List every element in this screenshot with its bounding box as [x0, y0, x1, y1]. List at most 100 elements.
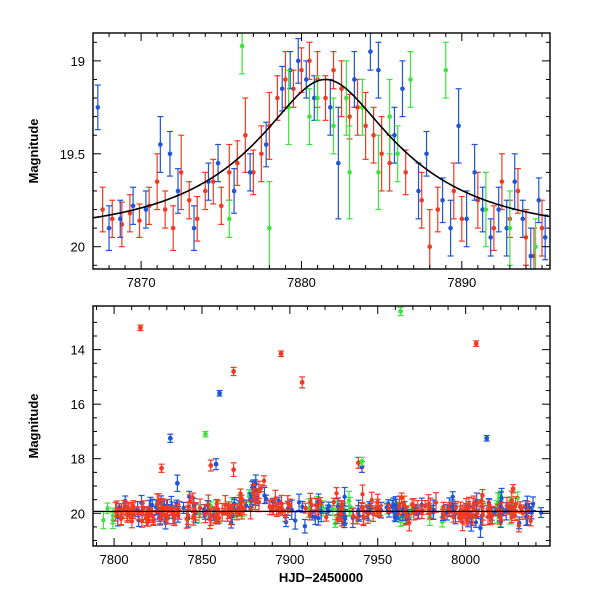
- full-y-axis-label: Magnitude: [26, 394, 41, 459]
- zoom-point-blue: [94, 84, 101, 131]
- full-point-red: [183, 508, 190, 529]
- full-outlier-red: [230, 462, 237, 478]
- zoom-point-blue: [415, 162, 422, 220]
- zoom-point-blue: [295, 37, 302, 84]
- zoom-point-blue: [106, 205, 113, 252]
- zoom-y-tick-label: 19: [71, 54, 85, 69]
- zoom-point-blue: [439, 177, 446, 224]
- zoom-point-blue: [535, 177, 542, 224]
- full-data-points: [100, 306, 544, 538]
- zoom-point-green: [306, 88, 313, 146]
- full-x-axis-label: HJD−2450000: [279, 570, 363, 585]
- full-outlier-red: [207, 459, 214, 472]
- full-point-red: [237, 488, 244, 499]
- zoom-point-red: [378, 116, 385, 192]
- zoom-point-red: [194, 195, 201, 242]
- full-outlier-blue: [174, 474, 181, 493]
- full-outlier-red: [473, 340, 480, 347]
- zoom-point-red: [322, 75, 329, 121]
- zoom-point-green: [239, 33, 246, 75]
- full-point-red: [118, 512, 125, 526]
- zoom-point-green: [343, 60, 350, 136]
- zoom-point-blue: [375, 41, 382, 99]
- full-point-red: [508, 490, 515, 511]
- full-point-red: [213, 498, 220, 509]
- full-point-red: [359, 484, 366, 505]
- zoom-point-blue: [117, 199, 124, 239]
- full-outlier-red: [230, 366, 237, 377]
- full-axis-ticks: 7800 7850 7900 7950 8000 14 16 18 20: [71, 306, 550, 567]
- full-point-red: [368, 491, 375, 509]
- full-point-red: [432, 492, 439, 513]
- zoom-point-green: [442, 41, 449, 99]
- zoom-axis-ticks: 7870 7880 7890 19 19.5 20: [60, 33, 550, 290]
- zoom-point-red: [274, 75, 281, 121]
- full-y-tick-label: 14: [71, 343, 85, 358]
- full-point-red: [488, 505, 495, 525]
- full-point-red: [118, 503, 125, 515]
- full-outlier-blue: [213, 458, 220, 471]
- zoom-point-green: [386, 78, 393, 155]
- full-x-tick-label: 7900: [275, 552, 304, 567]
- full-y-tick-label: 16: [71, 397, 85, 412]
- zoom-point-green: [314, 75, 321, 121]
- zoom-point-blue: [231, 168, 238, 214]
- zoom-point-green: [330, 97, 337, 155]
- zoom-point-red: [136, 203, 143, 239]
- zoom-plot-frame: [92, 32, 551, 270]
- full-point-red: [113, 500, 120, 518]
- full-point-red: [323, 512, 330, 522]
- full-point-red: [370, 505, 377, 523]
- zoom-y-axis-label: Magnitude: [26, 119, 41, 184]
- full-point-red: [154, 493, 161, 514]
- full-point-red: [214, 513, 221, 523]
- zoom-point-blue: [130, 186, 137, 226]
- zoom-point-green: [346, 125, 353, 220]
- zoom-point-red: [330, 50, 337, 90]
- full-outlier-green: [397, 306, 404, 317]
- zoom-point-green: [394, 125, 401, 183]
- zoom-point-red: [298, 47, 305, 94]
- zoom-point-green: [266, 181, 273, 269]
- zoom-point-blue: [471, 143, 478, 201]
- zoom-point-blue: [247, 153, 254, 192]
- full-point-red: [374, 498, 381, 517]
- zoom-point-red: [162, 190, 169, 229]
- zoom-point-red: [458, 195, 465, 242]
- zoom-point-red: [242, 97, 249, 173]
- full-point-red: [206, 509, 213, 530]
- full-point-red: [158, 497, 165, 517]
- zoom-x-tick-label: 7890: [447, 275, 476, 290]
- full-point-red: [266, 499, 273, 516]
- full-point-red: [446, 502, 453, 517]
- zoom-point-blue: [542, 214, 549, 261]
- zoom-point-red: [514, 168, 521, 214]
- full-x-tick-label: 7850: [188, 552, 217, 567]
- full-point-red: [302, 502, 309, 514]
- zoom-point-green: [375, 134, 382, 211]
- full-x-tick-label: 7950: [363, 552, 392, 567]
- full-outlier-green: [202, 430, 209, 438]
- zoom-point-red: [418, 171, 425, 229]
- full-point-red: [190, 492, 197, 504]
- model-curve: [93, 78, 550, 219]
- full-outlier-blue: [167, 433, 174, 443]
- zoom-point-red: [490, 205, 497, 252]
- zoom-point-blue: [174, 168, 181, 214]
- full-point-red: [227, 505, 234, 526]
- zoom-point-red: [266, 91, 273, 160]
- zoom-point-red: [186, 181, 193, 220]
- full-outlier-red: [299, 376, 306, 389]
- zoom-point-red: [338, 60, 345, 118]
- full-point-red: [257, 484, 264, 493]
- zoom-point-green: [285, 69, 292, 146]
- zoom-point-green: [407, 50, 414, 108]
- full-point-blue: [530, 496, 537, 512]
- full-point-blue: [296, 493, 303, 512]
- zoom-point-red: [218, 186, 225, 226]
- zoom-point-blue: [142, 190, 149, 229]
- zoom-point-blue: [495, 186, 502, 233]
- full-outlier-green: [358, 456, 365, 467]
- full-point-green: [100, 511, 107, 530]
- full-point-red: [251, 488, 258, 507]
